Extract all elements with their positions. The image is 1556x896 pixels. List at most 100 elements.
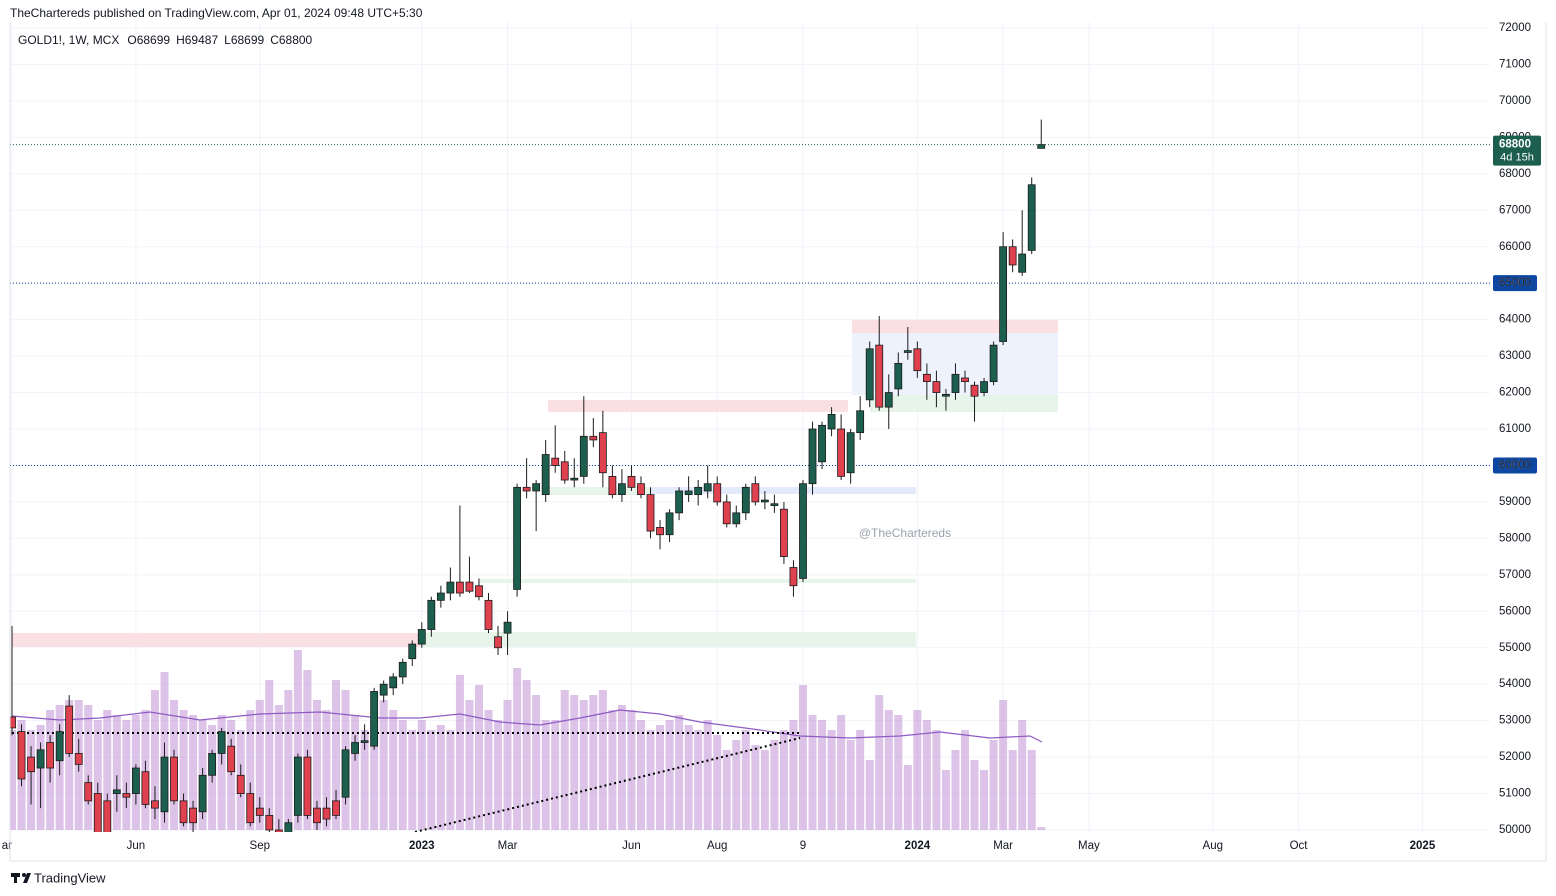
candle-body [903, 350, 912, 353]
supply-zone [852, 320, 1058, 333]
volume-bar [84, 705, 93, 830]
blue-zone [650, 487, 916, 494]
candle-body [856, 410, 865, 434]
footer-logo [11, 873, 31, 883]
x-tick-label: May [1078, 840, 1100, 852]
volume-bar [217, 715, 226, 830]
demand-zone [480, 579, 916, 583]
candle-body [751, 483, 760, 503]
candle-body [780, 508, 788, 557]
candle-body [398, 661, 407, 678]
candle-body [913, 348, 922, 372]
volume-bar [284, 690, 293, 830]
x-tick-label: 2025 [1410, 840, 1436, 852]
candle-body [999, 246, 1008, 342]
volume-bar [675, 715, 684, 830]
candle-body [27, 756, 35, 773]
volume-bar [65, 700, 74, 830]
candle-body [93, 793, 102, 832]
watermark: @TheChartereds [859, 526, 951, 540]
levels: 65000 60000 [10, 144, 1537, 474]
volume-bar [865, 760, 874, 830]
volume-bar [513, 668, 522, 830]
candles [10, 119, 1046, 832]
candle-body [198, 774, 207, 813]
candle-body [532, 483, 541, 492]
volume-bar [398, 720, 407, 830]
x-tick-label: Jun [622, 840, 641, 852]
volume-bar [684, 725, 693, 830]
volume-bar [779, 730, 788, 830]
volume-bar [474, 685, 483, 830]
volume-bar [913, 710, 922, 830]
volume-bar [408, 730, 417, 830]
candle-body [646, 494, 655, 532]
candle-body [160, 756, 169, 813]
volume-ma [11, 709, 1043, 743]
volume-bar [436, 725, 445, 830]
ohlc-value: 69487 [185, 33, 219, 47]
y-tick-label: 52000 [1499, 751, 1531, 763]
volume-bar [875, 695, 884, 830]
candle-body [942, 393, 950, 397]
volume-bar [427, 730, 436, 830]
volume-bar [589, 695, 598, 830]
ohlc-value: 68699 [137, 33, 171, 47]
symbol: GOLD1!, 1W, MCX [18, 33, 119, 47]
volume-bar [713, 735, 722, 830]
volume-bar [150, 690, 159, 830]
y-tick-label: 60000 [1499, 459, 1531, 471]
candle-body [446, 581, 455, 594]
logo-mark [14, 877, 17, 883]
candle-body [808, 428, 817, 485]
volume-bar [932, 730, 941, 830]
candle-body [313, 807, 321, 824]
volume-bar [455, 675, 464, 830]
candle-body [332, 800, 340, 816]
x-tick-label: Aug [1203, 840, 1223, 852]
candle-body [627, 475, 636, 488]
logo-mark [22, 873, 26, 877]
candle-body [970, 384, 979, 397]
published-note: TheChartereds published on TradingView.c… [10, 6, 423, 20]
y-tick-label: 55000 [1499, 642, 1531, 654]
supply-zone [548, 400, 848, 412]
candle-body [579, 435, 588, 477]
x-tick-label: Mar [498, 840, 518, 852]
volume-bar [93, 720, 102, 830]
volume-bar [846, 740, 855, 830]
volume-bar [246, 710, 255, 830]
y-tick-label: 63000 [1499, 350, 1531, 362]
volume-bar [989, 740, 998, 830]
volume-bar [255, 700, 264, 830]
x-tick-label: ar [2, 840, 12, 852]
y-tick-label: 62000 [1499, 387, 1531, 399]
candle-body [989, 344, 998, 383]
volume-bar [189, 715, 198, 830]
candle-body [151, 800, 159, 809]
candle-body [932, 381, 941, 393]
candle-body [894, 362, 903, 390]
y-tick-label: 54000 [1499, 678, 1531, 690]
candle-body [456, 581, 464, 594]
volume-bar [894, 715, 903, 830]
candle-body [760, 499, 769, 503]
candle-body [141, 771, 150, 805]
volume-bar [665, 720, 674, 830]
volume-bar [1037, 827, 1046, 830]
candle-body [961, 377, 969, 383]
candle-body [694, 486, 703, 496]
candle-body [36, 749, 45, 769]
candle-body [818, 424, 826, 463]
volume-bar [274, 705, 283, 830]
candle-body [608, 475, 617, 496]
volume-bar [551, 720, 560, 830]
price-label-box [1493, 135, 1541, 166]
volume-bar [808, 715, 817, 830]
candle-body [379, 683, 388, 696]
price-label: 68800 [1499, 139, 1531, 151]
candle-body [475, 585, 483, 598]
candle-body [170, 756, 178, 802]
candle-body [837, 428, 846, 477]
